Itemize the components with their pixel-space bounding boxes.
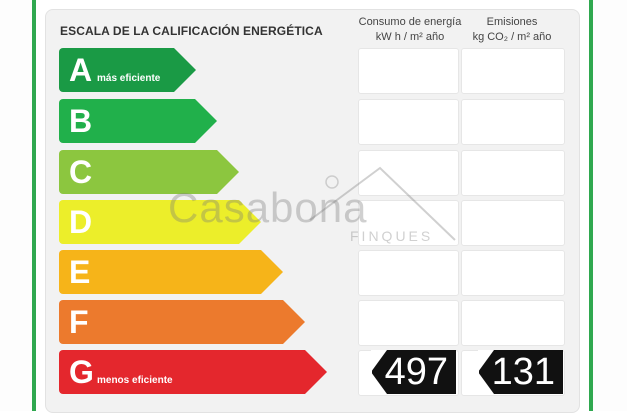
emissions-column-header: Emisiones kg CO₂ / m² año xyxy=(462,15,562,45)
energy-cell-f xyxy=(358,300,459,346)
frame-right xyxy=(593,0,627,411)
emissions-column-unit: kg CO₂ / m² año xyxy=(472,31,552,43)
emissions-badge-notch xyxy=(478,350,494,394)
rating-letter-f: F xyxy=(69,304,89,340)
energy-cell-d xyxy=(358,200,459,246)
energy-cell-c xyxy=(358,150,459,196)
energy-cell-e xyxy=(358,250,459,296)
energy-value-badge: 497 xyxy=(371,350,456,394)
energy-column-header: Consumo de energía kW h / m² año xyxy=(355,15,465,45)
rating-letter-g: G xyxy=(69,354,94,390)
watermark-house-icon xyxy=(309,166,456,241)
energy-value: 497 xyxy=(384,351,448,393)
frame-left xyxy=(0,0,35,411)
watermark-sub: FINQUES xyxy=(350,228,434,244)
emissions-value: 131 xyxy=(491,351,555,393)
frame-border-right xyxy=(589,0,593,411)
rating-tag-a: más eficiente xyxy=(97,73,161,84)
scale-title: ESCALA DE LA CALIFICACIÓN ENERGÉTICA xyxy=(60,24,323,38)
energy-column-unit: kW h / m² año xyxy=(375,31,445,43)
rating-letter-d: D xyxy=(69,204,93,240)
rating-letter-b: B xyxy=(69,103,93,139)
emissions-cell-d xyxy=(461,200,565,246)
rating-letter-a: A xyxy=(69,52,93,88)
energy-column-title: Consumo de energía xyxy=(358,16,462,28)
emissions-cell-f xyxy=(461,300,565,346)
energy-badge-notch xyxy=(371,350,387,394)
energy-cell-a xyxy=(358,48,459,94)
emissions-value-badge: 131 xyxy=(478,350,563,394)
emissions-cell-e xyxy=(461,250,565,296)
frame-border-left xyxy=(32,0,36,411)
emissions-cell-c xyxy=(461,150,565,196)
emissions-column-title: Emisiones xyxy=(486,16,538,28)
rating-tag-g: menos eficiente xyxy=(97,375,173,386)
rating-letter-e: E xyxy=(69,254,91,290)
rating-letter-c: C xyxy=(69,154,93,190)
emissions-cell-b xyxy=(461,99,565,145)
watermark-brand: Casabona xyxy=(168,184,368,231)
energy-cell-b xyxy=(358,99,459,145)
emissions-cell-a xyxy=(461,48,565,94)
